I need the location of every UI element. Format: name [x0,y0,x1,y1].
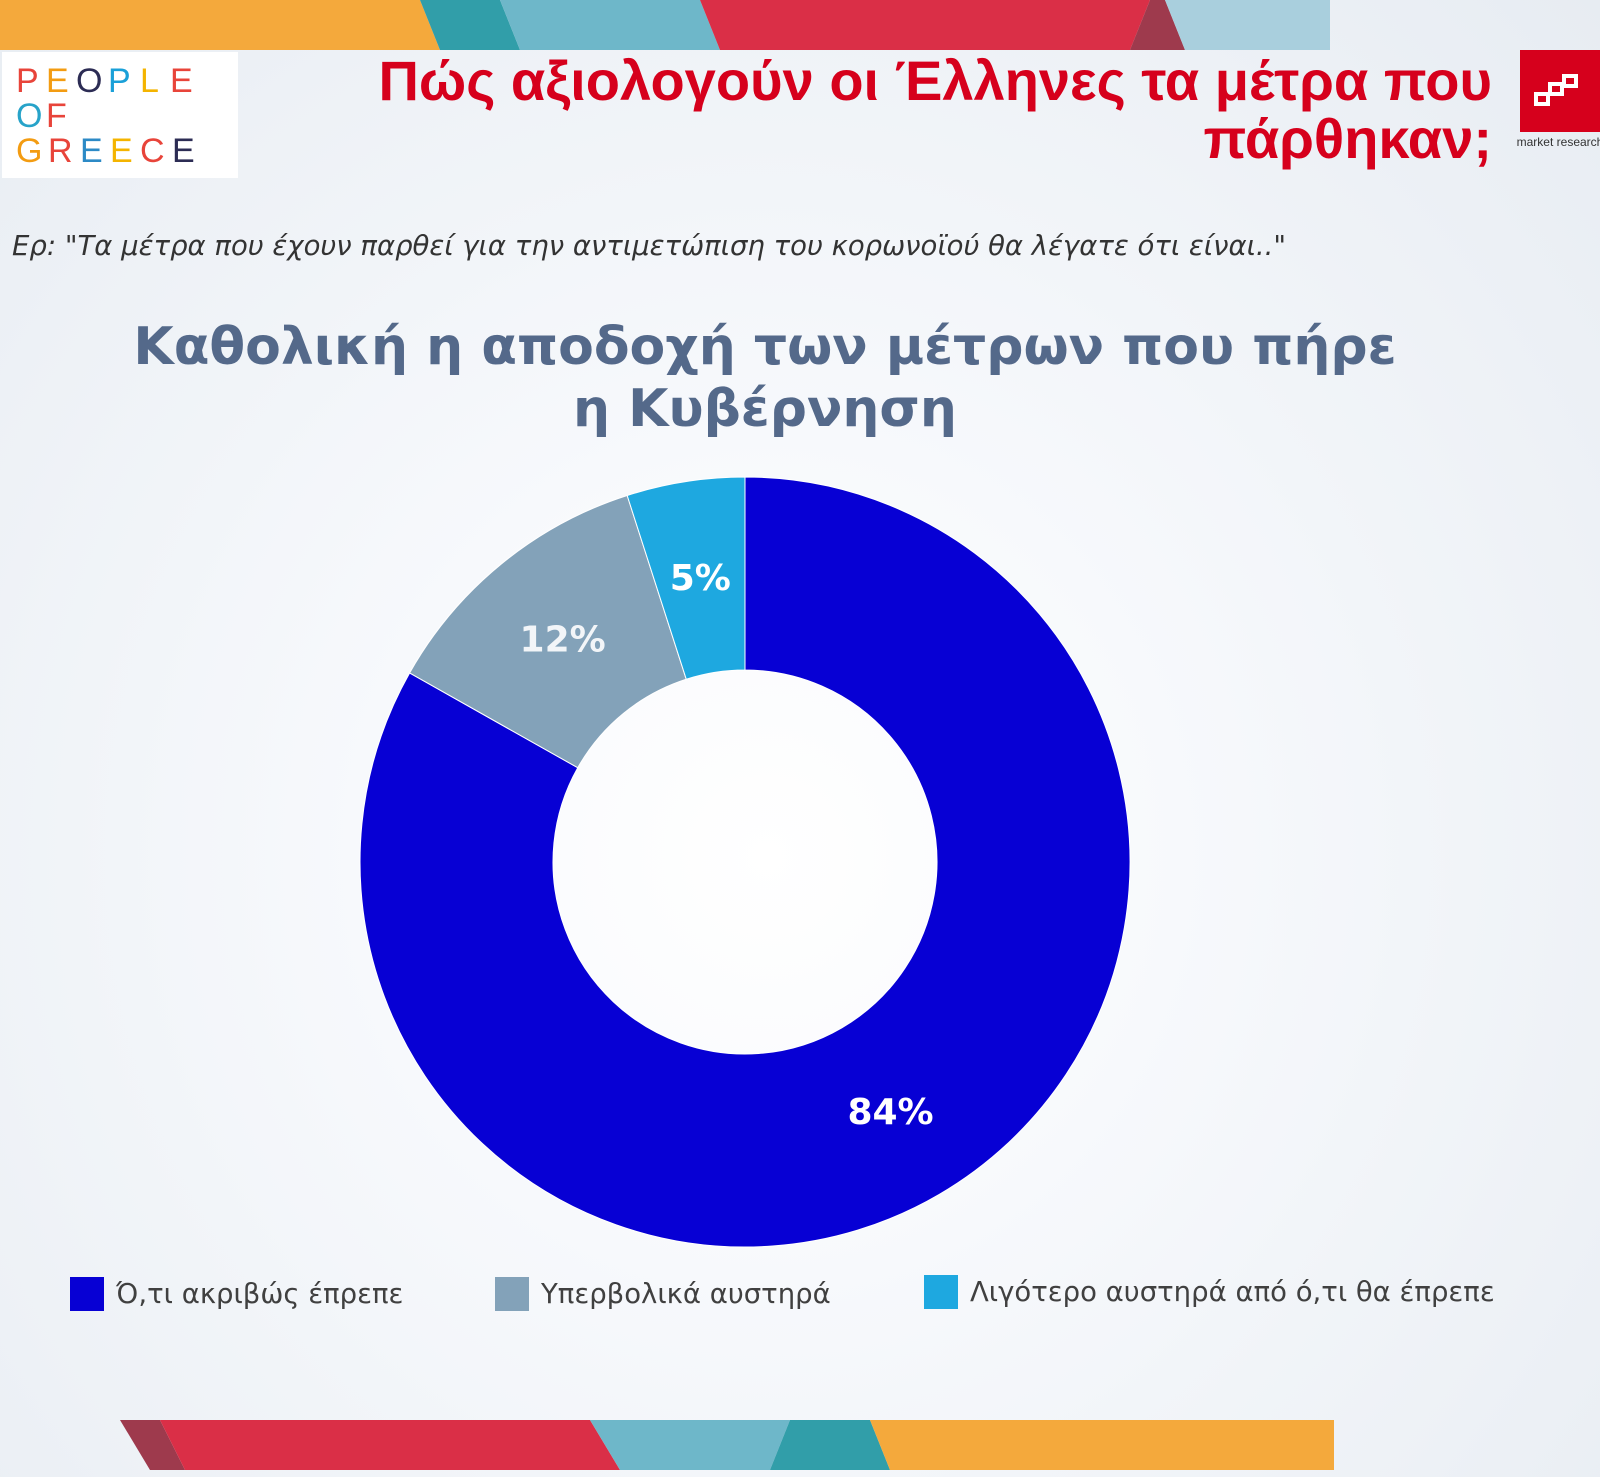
svg-text:P: P [16,62,39,100]
svg-text:R: R [48,132,73,170]
svg-text:E: E [110,132,133,170]
legend-label-exact: Ό,τι ακριβώς έπρεπε [116,1278,404,1310]
donut-slice-exact [359,476,1131,1248]
chart-title: Καθολική η αποδοχή των μέτρων που πήρε η… [133,317,1397,439]
page-title: Πώς αξιολογούν οι Έλληνες τα μέτρα που π… [378,49,1492,170]
donut-slice-strict [408,494,687,769]
legend-swatch-exact [70,1277,104,1311]
svg-text:O: O [76,62,102,100]
people-of-greece-logo: P E O P L E O F G R E E C E [2,52,238,178]
svg-text:market research: market research [1517,135,1600,149]
svg-text:L: L [140,62,159,100]
svg-text:E: E [80,132,103,170]
svg-text:O: O [16,97,42,135]
donut-slice-less-strict [626,476,746,680]
svg-text:E: E [46,62,69,100]
svg-text:P: P [108,62,131,100]
survey-question: Ερ: "Τα μέτρα που έχουν παρθεί για την α… [12,230,1287,262]
svg-text:C: C [140,132,165,170]
legend-swatch-strict [495,1277,529,1311]
legend-swatch-less-strict [924,1275,958,1309]
bottom-decorative-band [0,1420,1600,1470]
market-research-logo: market research [1516,50,1600,150]
legend-label-less-strict: Λιγότερο αυστηρά από ό,τι θα έπρεπε [970,1276,1495,1308]
legend-item-strict: Υπερβολικά αυστηρά [495,1276,831,1312]
svg-text:E: E [172,132,195,170]
legend-item-less-strict: Λιγότερο αυστηρά από ό,τι θα έπρεπε [924,1274,1495,1310]
svg-text:F: F [46,97,67,135]
legend-label-strict: Υπερβολικά αυστηρά [541,1278,831,1310]
top-decorative-band [0,0,1600,50]
legend-item-exact: Ό,τι ακριβώς έπρεπε [70,1276,403,1312]
svg-text:G: G [16,132,42,170]
svg-text:E: E [170,62,193,100]
